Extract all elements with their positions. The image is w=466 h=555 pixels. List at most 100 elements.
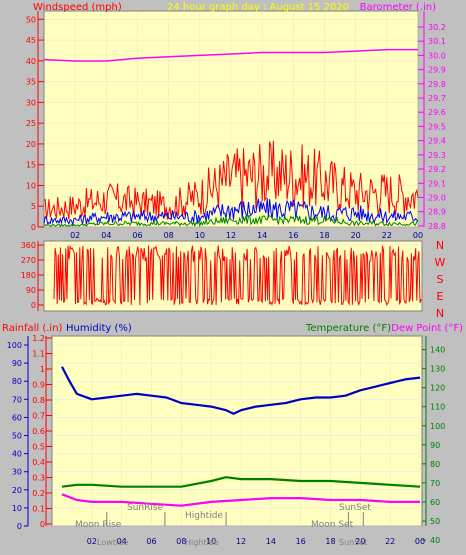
rain-tick-label: 0.2 (32, 489, 45, 498)
humidity-tick-label: 60 (12, 413, 22, 422)
x-tick-label: 02 (70, 231, 80, 240)
humidity-tick-label: 30 (12, 468, 22, 477)
temperature-tick-label: 50 (430, 517, 440, 526)
rainfall-label: Rainfall (.in) (2, 323, 63, 334)
baro-tick-label: 29.7 (428, 94, 446, 103)
wind-tick-label: 30 (26, 98, 36, 107)
humidity-axis: 0 10 20 30 40 50 60 70 80 90 100 (7, 336, 29, 531)
wind-series-line-2 (43, 214, 418, 228)
x-tick-label: 06 (132, 231, 142, 240)
x-tick-label: 10 (195, 231, 205, 240)
x-tick-label: 16 (296, 537, 306, 546)
temperature-tick-label: 120 (430, 384, 445, 393)
direction-tick-label: 270 (21, 256, 36, 265)
humidity-tick-label: 0 (17, 522, 22, 531)
sunrise-label: SunRise (127, 503, 164, 513)
x-tick-label: 22 (382, 231, 392, 240)
baro-tick-label: 29.8 (428, 80, 446, 89)
direction-tick-label: 360 (21, 241, 36, 250)
barometer-line (43, 48, 418, 62)
x-tick-label: 08 (164, 231, 174, 240)
hightide-label-2: Hightide (185, 538, 219, 547)
rain-tick-label: 0.6 (32, 427, 45, 436)
baro-tick-label: 28.9 (428, 208, 446, 217)
moonrise-label: Moon Rise (75, 520, 122, 530)
rain-tick-label: 0.9 (32, 381, 45, 390)
wind-tick-label: 20 (26, 140, 36, 149)
baro-tick-label: 30.2 (428, 23, 446, 32)
direction-tick-label: 0 (31, 301, 36, 310)
humidity-line (61, 366, 421, 415)
x-tick-label: 00 (415, 537, 425, 546)
x-tick-label: 04 (101, 231, 111, 240)
baro-tick-label: 28.8 (428, 222, 446, 231)
wind-tick-label: 15 (26, 161, 36, 170)
x-tick-label: 06 (146, 537, 156, 546)
x-tick-label: 12 (226, 231, 236, 240)
rain-tick-label: 0.4 (32, 458, 45, 467)
wind-tick-label: 0 (31, 223, 36, 232)
x-tick-label: 22 (385, 537, 395, 546)
temperature-line (61, 476, 421, 488)
compass-label: S (437, 273, 444, 286)
barometer-series (43, 48, 418, 62)
top-x-axis: 02 04 06 08 10 12 14 16 18 20 22 00 (70, 231, 423, 240)
humidity-tick-label: 90 (12, 359, 22, 368)
wind-series (43, 140, 419, 228)
astro-markers (106, 512, 364, 526)
barometer-axis: 28.8 28.9 29.0 29.1 29.2 29.3 29.4 29.5 29.6 29.7… (418, 11, 446, 231)
wind-tick-label: 35 (26, 78, 36, 87)
direction-tick-label: 90 (26, 286, 36, 295)
temperature-axis: 40 50 60 70 80 90 100 110 120 130 140 (422, 336, 445, 545)
windspeed-axis: 0 5 10 15 20 25 30 35 40 45 50 (26, 11, 44, 232)
wind-direction-line (53, 244, 422, 307)
rain-tick-label: 1.1 (32, 350, 45, 359)
compass-label: W (435, 256, 446, 269)
wind-tick-label: 40 (26, 57, 36, 66)
rain-tick-label: 0.7 (32, 412, 45, 421)
compass-label: N (436, 239, 444, 252)
wind-tick-label: 50 (26, 15, 36, 24)
wind-series-line-0 (43, 140, 419, 220)
lowtide-label: Lowtide (97, 538, 128, 547)
x-tick-label: 10 (206, 537, 216, 546)
temperature-tick-label: 60 (430, 498, 440, 507)
bottom-series (61, 366, 421, 507)
moonset-label: Moon Set (311, 520, 354, 530)
temp-humidity-gridlines (52, 336, 422, 527)
temperature-tick-label: 80 (430, 460, 440, 469)
barometer-label: Barometer (.in) (360, 2, 436, 13)
x-tick-label: 08 (176, 537, 186, 546)
x-tick-label: 16 (288, 231, 298, 240)
chart-title: 24 hour graph day : August 15 2020 (167, 2, 349, 13)
baro-tick-label: 29.0 (428, 193, 446, 202)
rain-tick-label: 0.3 (32, 474, 45, 483)
wind-tick-label: 25 (26, 119, 36, 128)
wind-tick-label: 10 (26, 181, 36, 190)
temperature-tick-label: 100 (430, 422, 445, 431)
compass-label: N (436, 307, 444, 320)
baro-tick-label: 29.6 (428, 108, 446, 117)
x-tick-label: 14 (257, 231, 267, 240)
x-tick-label: 00 (413, 231, 423, 240)
humidity-tick-label: 50 (12, 432, 22, 441)
temperature-tick-label: 90 (430, 441, 440, 450)
humidity-label: Humidity (%) (66, 323, 132, 334)
baro-tick-label: 29.1 (428, 179, 446, 188)
baro-tick-label: 29.5 (428, 122, 446, 131)
compass-label: E (437, 290, 444, 303)
rain-tick-label: 0.5 (32, 443, 45, 452)
temperature-tick-label: 130 (430, 365, 445, 374)
x-tick-label: 20 (355, 537, 365, 546)
baro-tick-label: 29.2 (428, 165, 446, 174)
x-tick-label: 20 (351, 231, 361, 240)
wind-direction-series (53, 244, 422, 307)
windspeed-label: Windspeed (mph) (33, 2, 122, 13)
sunset-label-2: SunSet (339, 538, 367, 547)
humidity-tick-label: 40 (12, 450, 22, 459)
temperature-tick-label: 40 (430, 536, 440, 545)
baro-tick-label: 29.4 (428, 137, 446, 146)
temperature-tick-label: 140 (430, 346, 445, 355)
